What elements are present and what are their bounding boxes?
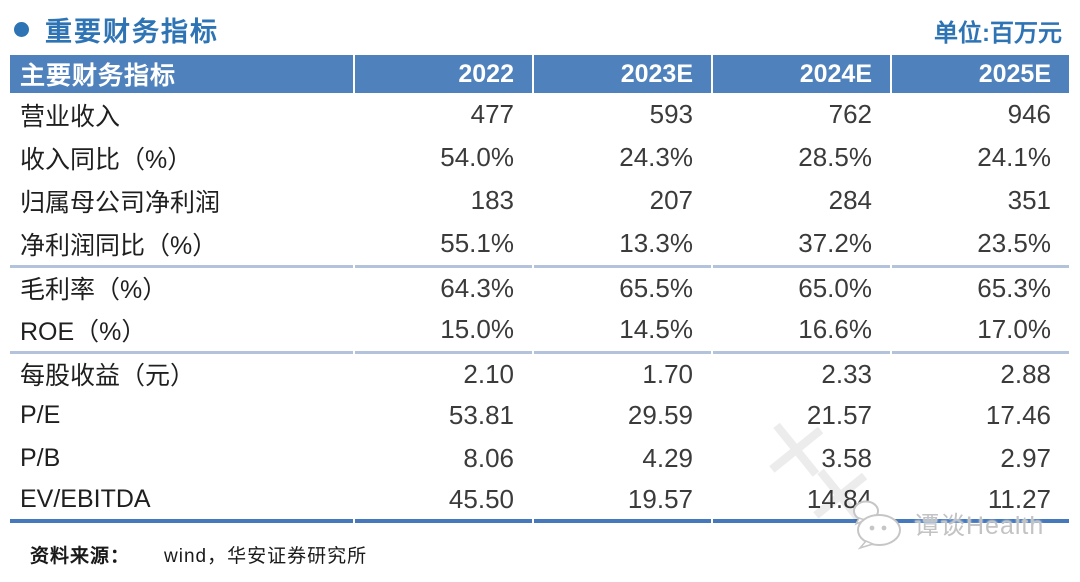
source-label: 资料来源： [30, 546, 131, 567]
cell-value: 351 [1007, 185, 1051, 215]
source-text: wind，华安证券研究所 [164, 546, 368, 567]
col-header-2025e: 2025E [892, 55, 1069, 93]
table-row: ROE（%） 15.0% 14.5% 16.6% 17.0% [10, 308, 1069, 351]
cell-value: 28.5% [798, 142, 872, 172]
cell-value: 19.57 [534, 480, 711, 523]
cell-value: 65.5% [534, 265, 711, 308]
table-row: 归属母公司净利润 183 207 284 351 [10, 179, 1069, 222]
cell-value: 14.84 [713, 480, 890, 523]
cell-value: 4.29 [642, 443, 693, 473]
cell-value: 593 [649, 99, 693, 129]
row-label: EV/EBITDA [10, 480, 353, 523]
cell-value: 2.97 [1000, 443, 1051, 473]
cell-value: 24.1% [977, 142, 1051, 172]
cell-value: 24.3% [619, 142, 693, 172]
financial-indicators-table: 主要财务指标 2022 2023E 2024E 2025E 营业收入 477 5… [8, 55, 1071, 523]
cell-value: 14.5% [619, 314, 693, 344]
cell-value: 37.2% [798, 228, 872, 258]
cell-value: 946 [1007, 99, 1051, 129]
cell-value: 2.88 [892, 351, 1069, 394]
cell-value: 23.5% [977, 228, 1051, 258]
cell-value: 29.59 [627, 400, 693, 430]
cell-value: 3.58 [821, 443, 872, 473]
cell-value: 183 [470, 185, 514, 215]
row-label: 每股收益（元） [10, 351, 353, 394]
cell-value: 53.81 [448, 400, 514, 430]
page-title: 重要财务指标 [45, 17, 219, 47]
cell-value: 13.3% [619, 228, 693, 258]
col-header-2023e: 2023E [534, 55, 711, 93]
cell-value: 762 [828, 99, 872, 129]
cell-value: 65.3% [892, 265, 1069, 308]
cell-value: 17.0% [977, 314, 1051, 344]
row-label: P/B [20, 444, 61, 472]
cell-value: 15.0% [440, 314, 514, 344]
cell-value: 64.3% [355, 265, 532, 308]
row-label: 净利润同比（%） [20, 231, 218, 260]
row-label: ROE（%） [20, 317, 147, 346]
cell-value: 477 [470, 99, 514, 129]
row-label: 收入同比（%） [20, 145, 193, 174]
table-header-row: 主要财务指标 2022 2023E 2024E 2025E [10, 55, 1069, 93]
table-row: 毛利率（%） 64.3% 65.5% 65.0% 65.3% [10, 265, 1069, 308]
row-label: 归属母公司净利润 [20, 188, 221, 217]
source-row: 资料来源： wind，华安证券研究所 [30, 541, 367, 568]
cell-value: 1.70 [534, 351, 711, 394]
col-header-indicator: 主要财务指标 [10, 55, 353, 93]
cell-value: 17.46 [985, 400, 1051, 430]
cell-value: 8.06 [463, 443, 514, 473]
table-row: 每股收益（元） 2.10 1.70 2.33 2.88 [10, 351, 1069, 394]
table-row: EV/EBITDA 45.50 19.57 14.84 11.27 [10, 480, 1069, 523]
table-row: 净利润同比（%） 55.1% 13.3% 37.2% 23.5% [10, 222, 1069, 265]
table-row: 营业收入 477 593 762 946 [10, 93, 1069, 136]
table-row: P/B 8.06 4.29 3.58 2.97 [10, 437, 1069, 480]
cell-value: 65.0% [713, 265, 890, 308]
table-row: P/E 53.81 29.59 21.57 17.46 [10, 394, 1069, 437]
table-row: 收入同比（%） 54.0% 24.3% 28.5% 24.1% [10, 136, 1069, 179]
cell-value: 11.27 [892, 480, 1069, 523]
cell-value: 2.10 [355, 351, 532, 394]
unit-label: 单位:百万元 [934, 20, 1062, 47]
bullet-icon [14, 22, 29, 37]
cell-value: 54.0% [440, 142, 514, 172]
cell-value: 2.33 [713, 351, 890, 394]
cell-value: 207 [649, 185, 693, 215]
section-title-row: 重要财务指标 [14, 10, 219, 49]
col-header-2024e: 2024E [713, 55, 890, 93]
cell-value: 284 [828, 185, 872, 215]
cell-value: 16.6% [798, 314, 872, 344]
cell-value: 45.50 [355, 480, 532, 523]
row-label: 毛利率（%） [10, 265, 353, 308]
row-label: 营业收入 [20, 102, 121, 131]
col-header-2022: 2022 [355, 55, 532, 93]
cell-value: 21.57 [806, 400, 872, 430]
cell-value: 55.1% [440, 228, 514, 258]
row-label: P/E [20, 401, 61, 429]
